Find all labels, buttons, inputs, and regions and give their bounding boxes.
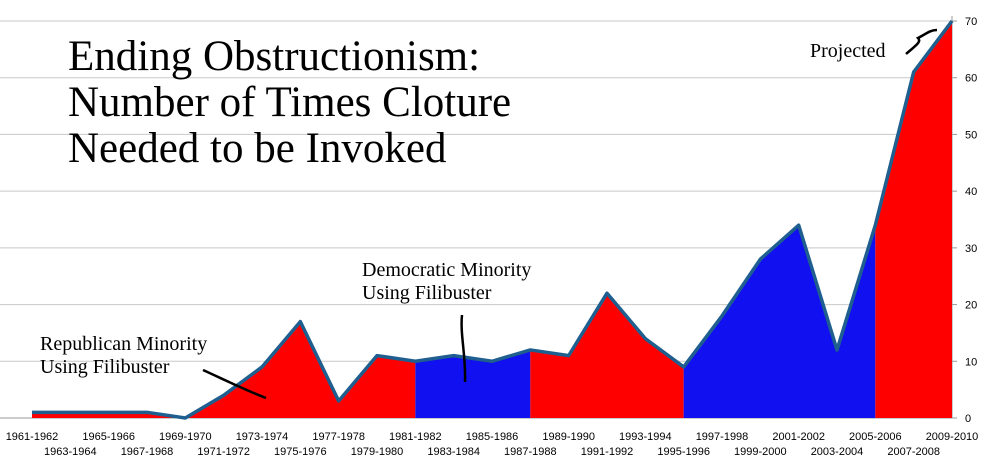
y-tick-label: 70 — [965, 16, 977, 28]
chart-title: Needed to be Invoked — [68, 125, 447, 172]
annotation: Democratic Minority — [362, 259, 531, 281]
chart-title: Ending Obstructionism: — [68, 33, 480, 80]
x-tick-label: 1963-1964 — [44, 446, 97, 458]
x-tick-label: 1983-1984 — [427, 446, 480, 458]
x-tick-label: 1977-1978 — [312, 431, 365, 443]
x-tick-label: 1961-1962 — [6, 431, 59, 443]
x-tick-label: 1975-1976 — [274, 446, 327, 458]
x-tick-label: 1985-1986 — [466, 431, 519, 443]
x-tick-label: 1987-1988 — [504, 446, 557, 458]
x-tick-label: 2009-2010 — [926, 431, 979, 443]
x-tick-label: 2003-2004 — [811, 446, 864, 458]
x-tick-label: 1979-1980 — [351, 446, 404, 458]
y-tick-label: 30 — [965, 243, 977, 255]
line — [32, 19, 954, 420]
chart-title: Number of Times Cloture — [68, 79, 511, 126]
x-tick-label: 1997-1998 — [696, 431, 749, 443]
annotation: Projected — [810, 40, 886, 62]
x-tick-label: 1989-1990 — [542, 431, 595, 443]
x-tick-label: 1969-1970 — [159, 431, 212, 443]
y-tick-label: 60 — [965, 73, 977, 85]
x-tick-label: 1971-1972 — [197, 446, 250, 458]
area-segment — [683, 225, 876, 418]
arrow — [460, 314, 467, 383]
labels: 0 10 20 30 40 50 60 70 1961-1962 1963-1964 1965-19… — [6, 16, 979, 458]
x-tick-label: 1973-1974 — [236, 431, 289, 443]
x-tick-label: 1965-1966 — [82, 431, 135, 443]
y-tick-label: 50 — [965, 129, 977, 141]
area-segment — [415, 349, 531, 418]
x-tick-label: 2007-2008 — [887, 446, 940, 458]
x-tick-label: 1995-1996 — [657, 446, 710, 458]
annotation: Republican Minority — [40, 333, 207, 355]
area-segment — [32, 321, 416, 418]
x-tick-label: 2005-2006 — [849, 431, 902, 443]
x-tick-label: 1993-1994 — [619, 431, 672, 443]
x-tick-label: 1999-2000 — [734, 446, 787, 458]
y-tick-label: 0 — [965, 413, 971, 425]
y-tick-label: 40 — [965, 186, 977, 198]
y-tick-label: 10 — [965, 356, 977, 368]
arrow — [202, 368, 267, 400]
arrow — [905, 28, 938, 55]
x-tick-label: 1967-1968 — [121, 446, 174, 458]
x-tick-label: 2001-2002 — [772, 431, 825, 443]
x-tick-label: 1981-1982 — [389, 431, 442, 443]
area-segment — [530, 293, 684, 418]
x-tick-label: 1991-1992 — [581, 446, 634, 458]
area-segment — [875, 21, 952, 418]
areas — [32, 19, 954, 420]
annotation: Using Filibuster — [40, 356, 170, 378]
y-tick-label: 20 — [965, 300, 977, 312]
annotation: Using Filibuster — [362, 282, 492, 304]
